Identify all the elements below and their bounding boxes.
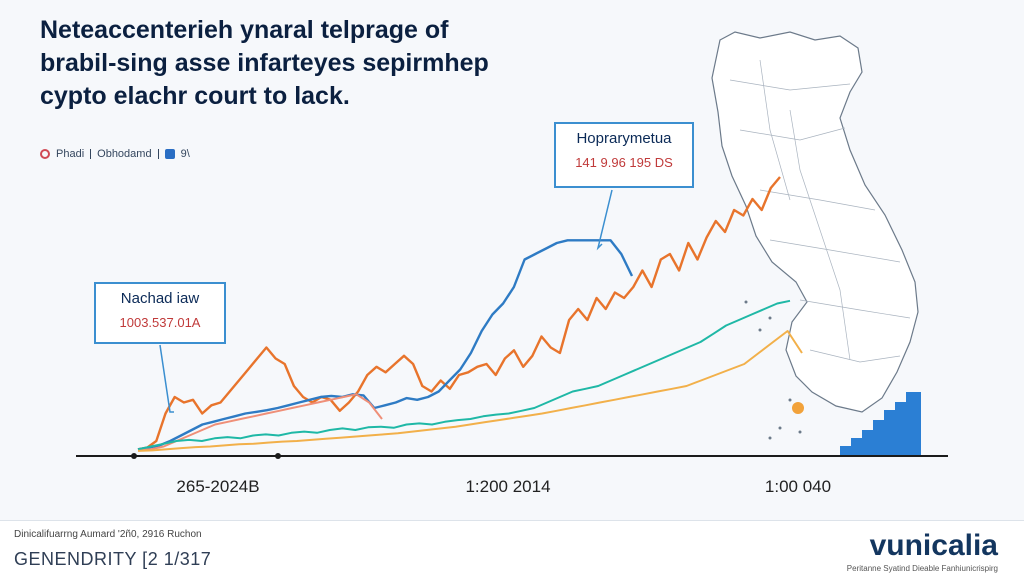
callout-left: Nachad iaw 1003.537.01A: [94, 282, 226, 344]
title-line: Neteaccenterieh ynaral telprage of: [40, 16, 449, 44]
legend-label: 9\: [180, 148, 190, 160]
map-bar: [906, 392, 921, 456]
series-line-blue: [137, 239, 634, 451]
callout-right: Hoprarymetua 141 9.96 195 DS: [554, 122, 694, 188]
legend-label: Obhodamd: [97, 148, 152, 160]
map-bar: [851, 438, 862, 456]
series-line-teal: [137, 299, 791, 451]
map-bar: [873, 420, 884, 456]
map-bar-steps: [840, 392, 921, 456]
legend: Phadi Obhodamd 9\: [40, 148, 190, 160]
callout-value: 1003.537.01A: [119, 315, 201, 330]
title-line: cypto elachr court to lack.: [40, 82, 350, 110]
callout-title: Nachad iaw: [120, 290, 200, 307]
map-bar: [895, 402, 906, 456]
x-tick-label: 1:00 040: [764, 477, 832, 496]
series-line-orange: [137, 176, 781, 451]
footer-code: GENENDRITY [2 1/317: [14, 549, 212, 569]
callout-pointer-right: [596, 189, 613, 251]
callout-pointer-left: [159, 344, 174, 413]
map-bar: [862, 430, 873, 456]
series-line-gold: [137, 330, 803, 452]
square-icon: [164, 149, 175, 159]
x-axis-marker: [131, 453, 137, 459]
footer-note: Dinicalifuarrng Aumard '2ñ0, 2916 Ruchon: [14, 529, 202, 540]
map-bar: [884, 410, 895, 456]
series-layer: [137, 176, 803, 452]
title-line: brabil-sing asse infarteyes sepirmhep: [40, 49, 489, 77]
x-tick-label: 1:200 2014: [465, 477, 551, 496]
x-axis-marker: [275, 453, 281, 459]
callout-value: 141 9.96 195 DS: [575, 155, 673, 170]
footer: Dinicalifuarrng Aumard '2ñ0, 2916 Ruchon…: [0, 520, 1024, 577]
korea-map-icon: [711, 31, 919, 440]
brand-tagline: Peritanne Syatind Dieable Fanhiunicrispi…: [846, 564, 998, 573]
divider: [157, 149, 159, 159]
legend-label: Phadi: [56, 148, 85, 160]
circle-icon: [40, 149, 50, 159]
brand-logo: vunicalia: [869, 529, 998, 562]
divider: [90, 149, 92, 159]
map-bar: [840, 446, 851, 456]
x-tick-label: 265-2024B: [176, 477, 260, 496]
chart-title: Neteaccenterieh ynaral telprage of brabi…: [40, 14, 489, 113]
callout-title: Hoprarymetua: [576, 130, 672, 147]
